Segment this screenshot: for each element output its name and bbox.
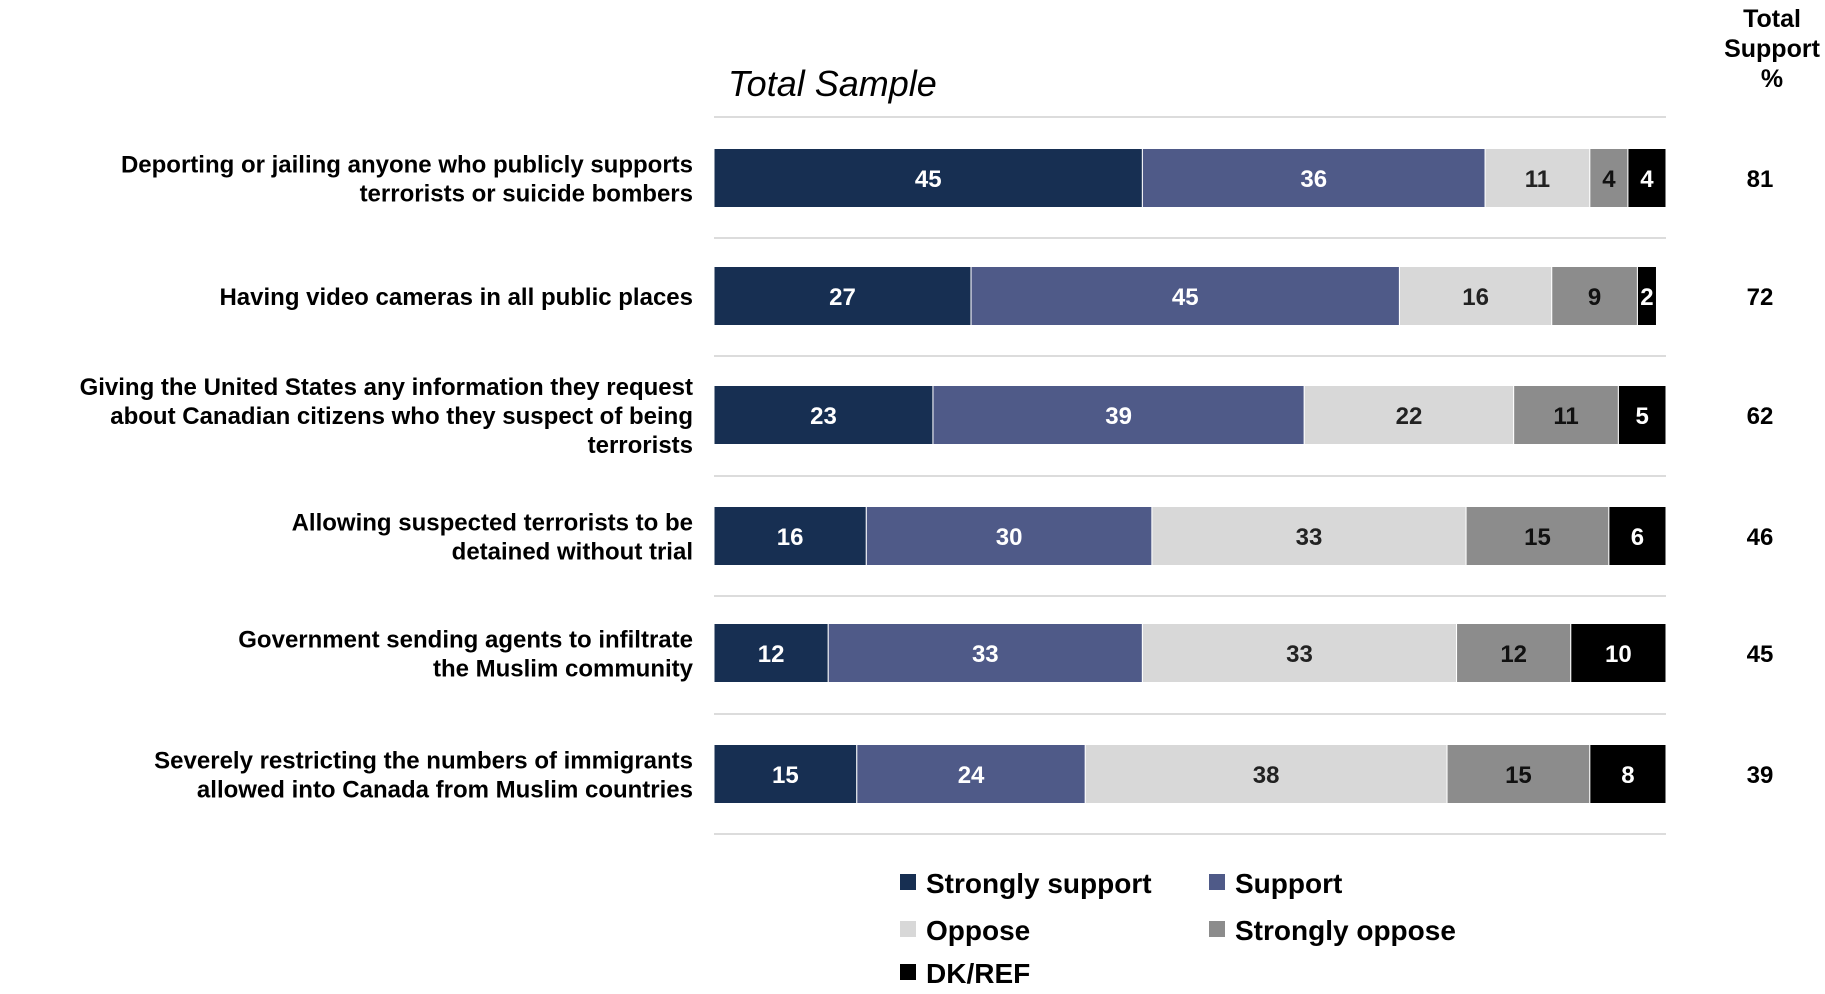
bar-value-label: 45 xyxy=(915,166,942,193)
bar-value-label: 39 xyxy=(1105,403,1132,430)
legend-label: Oppose xyxy=(926,915,1030,946)
bar-segment-strongly-support xyxy=(713,744,858,804)
bar-value-label: 2 xyxy=(1640,284,1653,311)
row-separators xyxy=(714,116,1666,835)
bar-segment-strongly-oppose xyxy=(1513,385,1619,445)
category-label: Government sending agents to infiltrate xyxy=(238,627,693,654)
total-header-line-1: Total xyxy=(1743,5,1801,33)
legend-swatch xyxy=(1209,921,1225,937)
bar-segment-dk-ref xyxy=(1570,623,1667,683)
legend-label: Support xyxy=(1235,868,1342,899)
bar-value-label: 16 xyxy=(777,524,804,551)
category-label: allowed into Canada from Muslim countrie… xyxy=(197,777,693,804)
bar-value-label: 8 xyxy=(1621,762,1634,789)
total-header-line-2: Support xyxy=(1724,35,1820,63)
legend-label: DK/REF xyxy=(926,958,1030,989)
bar-value-label: 33 xyxy=(1296,524,1323,551)
bar-value-label: 45 xyxy=(1172,284,1199,311)
legend-swatch xyxy=(900,964,916,980)
bar-segments: 45 36 11 4 4 27 45 16 9 2 23 39 22 11 5 16 30 33 15 6 12 33 33… xyxy=(713,148,1667,804)
bar-value-label: 23 xyxy=(810,403,837,430)
bar-value-label: 27 xyxy=(829,284,856,311)
bar-value-label: 4 xyxy=(1602,166,1616,193)
bar-segment-strongly-oppose xyxy=(1551,266,1638,326)
bar-value-label: 6 xyxy=(1631,524,1644,551)
category-label: Giving the United States any information… xyxy=(80,374,693,401)
category-label: the Muslim community xyxy=(433,656,694,683)
bar-segment-strongly-support xyxy=(713,506,867,566)
bar-segment-oppose xyxy=(1141,623,1458,683)
bar-value-label: 5 xyxy=(1636,403,1649,430)
bar-value-label: 11 xyxy=(1553,403,1578,430)
category-label: Having video cameras in all public place… xyxy=(219,284,693,311)
legend-label: Strongly oppose xyxy=(1235,915,1456,946)
bar-value-label: 33 xyxy=(1286,641,1313,668)
bar-segment-dk-ref xyxy=(1636,266,1657,326)
total-support-value: 46 xyxy=(1747,524,1774,551)
category-label: Severely restricting the numbers of immi… xyxy=(154,748,693,775)
bar-value-label: 15 xyxy=(1505,762,1532,789)
total-support-value: 39 xyxy=(1747,762,1774,789)
legend-label: Strongly support xyxy=(926,868,1152,899)
bar-segment-strongly-oppose xyxy=(1446,744,1591,804)
bar-segment-strongly-support xyxy=(713,148,1143,208)
total-header-line-3: % xyxy=(1761,65,1783,93)
bar-value-label: 10 xyxy=(1605,641,1632,668)
bar-value-label: 11 xyxy=(1525,166,1550,193)
legend: Strongly support Support Oppose Strongly op… xyxy=(900,868,1456,989)
legend-swatch xyxy=(1209,874,1225,890)
category-label: terrorists or suicide bombers xyxy=(360,181,693,208)
bar-segment-strongly-support xyxy=(713,385,934,445)
bar-segment-oppose xyxy=(1398,266,1553,326)
bar-value-label: 24 xyxy=(958,762,985,789)
bar-value-label: 22 xyxy=(1396,403,1423,430)
bar-value-label: 30 xyxy=(996,524,1023,551)
total-support-value: 62 xyxy=(1747,403,1774,430)
bar-value-label: 15 xyxy=(772,762,799,789)
category-label: about Canadian citizens who they suspect… xyxy=(110,403,693,430)
bar-value-label: 15 xyxy=(1524,524,1551,551)
total-support-value: 72 xyxy=(1747,284,1774,311)
bar-segment-dk-ref xyxy=(1617,385,1667,445)
bar-value-label: 12 xyxy=(1500,641,1527,668)
bar-segment-support xyxy=(932,385,1305,445)
bar-value-label: 33 xyxy=(972,641,999,668)
bar-value-label: 36 xyxy=(1300,166,1327,193)
bar-segment-support xyxy=(827,623,1143,683)
bar-segment-strongly-oppose xyxy=(1456,623,1572,683)
bar-segment-strongly-oppose xyxy=(1465,506,1610,566)
category-labels: Deporting or jailing anyone who publicly… xyxy=(80,152,694,804)
bar-value-label: 12 xyxy=(758,641,785,668)
total-support-header: Total Support % xyxy=(1724,5,1820,93)
total-support-value: 81 xyxy=(1747,166,1774,193)
bar-value-label: 9 xyxy=(1588,284,1601,311)
total-support-value: 45 xyxy=(1747,641,1774,668)
bar-value-label: 38 xyxy=(1253,762,1280,789)
bar-segment-support xyxy=(970,266,1400,326)
bar-segment-oppose xyxy=(1484,148,1591,208)
category-label: detained without trial xyxy=(452,539,693,566)
bar-segment-support xyxy=(856,744,1086,804)
bar-value-label: 16 xyxy=(1462,284,1489,311)
bar-segment-support xyxy=(1141,148,1486,208)
chart-subtitle: Total Sample xyxy=(728,63,937,104)
bar-segment-oppose xyxy=(1084,744,1448,804)
legend-swatch xyxy=(900,874,916,890)
bar-segment-dk-ref xyxy=(1589,744,1667,804)
category-label: terrorists xyxy=(588,432,693,459)
legend-swatch xyxy=(900,921,916,937)
category-label: Allowing suspected terrorists to be xyxy=(292,510,693,537)
bar-segment-dk-ref xyxy=(1627,148,1667,208)
total-support-values: 81 72 62 46 45 39 xyxy=(1747,166,1774,789)
bar-segment-oppose xyxy=(1151,506,1467,566)
bar-segment-support xyxy=(865,506,1153,566)
bar-value-label: 4 xyxy=(1640,166,1654,193)
category-label: Deporting or jailing anyone who publicly… xyxy=(121,152,693,179)
bar-segment-dk-ref xyxy=(1608,506,1667,566)
bar-segment-strongly-support xyxy=(713,266,972,326)
